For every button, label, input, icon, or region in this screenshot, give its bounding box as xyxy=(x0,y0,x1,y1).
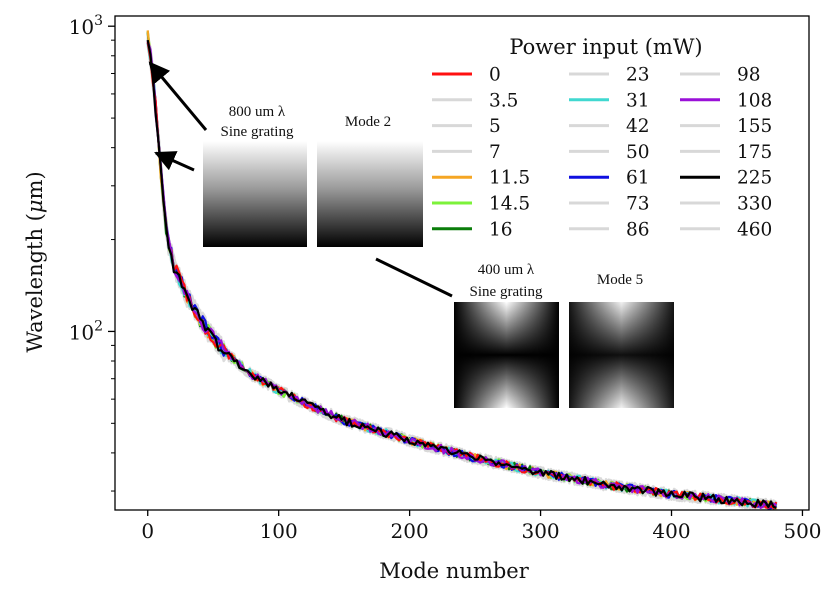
legend-label: 7 xyxy=(489,142,501,163)
legend-label: 225 xyxy=(737,168,772,189)
legend-label: 98 xyxy=(737,65,761,86)
plot-frame xyxy=(114,15,810,511)
y-tick-label: 103 xyxy=(69,13,103,39)
plot-area xyxy=(115,16,809,510)
y-axis-label: Wavelength (μm) xyxy=(23,171,47,352)
annotation-800um: 800 um λ Sine grating Mode 2 xyxy=(148,61,423,247)
legend-label: 5 xyxy=(489,116,501,137)
legend-label: 31 xyxy=(626,90,650,111)
mode-2-image xyxy=(317,141,423,247)
x-tick-label: 200 xyxy=(391,519,429,543)
annotation-connector-line xyxy=(375,257,453,298)
legend-label: 42 xyxy=(626,116,650,137)
legend-title: Power input (mW) xyxy=(509,35,702,59)
x-axis-label: Mode number xyxy=(379,559,530,583)
annotation-400-mode-label: Mode 5 xyxy=(597,272,643,288)
series-layer xyxy=(146,30,778,510)
legend-label: 14.5 xyxy=(489,194,530,215)
legend-label: 23 xyxy=(626,65,650,86)
legend-label: 16 xyxy=(489,219,513,240)
legend-label: 61 xyxy=(626,168,650,189)
annotation-arrow-upper xyxy=(148,61,208,131)
legend-label: 330 xyxy=(737,194,772,215)
legend: Power input (mW) 0 3.5 5 7 11.5 14.5 16 23 31 42 5… xyxy=(432,35,772,240)
y-axis: 102 103 xyxy=(69,13,115,492)
legend-label: 50 xyxy=(626,142,650,163)
sine-grating-400-image xyxy=(454,302,559,408)
annotation-400um: 400 um λ Sine grating Mode 5 xyxy=(375,257,674,408)
legend-label: 11.5 xyxy=(489,168,530,189)
x-tick-label: 0 xyxy=(141,519,154,543)
sine-grating-800-image xyxy=(203,141,307,247)
x-tick-label: 500 xyxy=(783,519,821,543)
annotation-400-line2: Sine grating xyxy=(470,284,543,300)
legend-label: 73 xyxy=(626,194,650,215)
legend-label: 86 xyxy=(626,219,650,240)
x-tick-label: 100 xyxy=(260,519,298,543)
annotation-800-mode-label: Mode 2 xyxy=(345,114,391,130)
mode-5-image xyxy=(569,302,674,408)
annotation-400-line1: 400 um λ xyxy=(478,262,535,278)
legend-label: 155 xyxy=(737,116,772,137)
legend-label: 0 xyxy=(489,65,501,86)
legend-label: 3.5 xyxy=(489,90,518,111)
annotation-arrow-lower xyxy=(154,151,195,172)
legend-label: 175 xyxy=(737,142,772,163)
y-tick-label: 102 xyxy=(69,318,103,344)
x-tick-label: 300 xyxy=(521,519,559,543)
series-line-225mw xyxy=(146,39,777,510)
annotation-800-line2: Sine grating xyxy=(221,124,294,140)
x-axis: 0 100 200 300 400 500 xyxy=(141,510,822,543)
annotation-800-line1: 800 um λ xyxy=(229,104,286,120)
legend-label: 460 xyxy=(737,219,772,240)
x-tick-label: 400 xyxy=(652,519,690,543)
legend-label: 108 xyxy=(737,90,772,111)
